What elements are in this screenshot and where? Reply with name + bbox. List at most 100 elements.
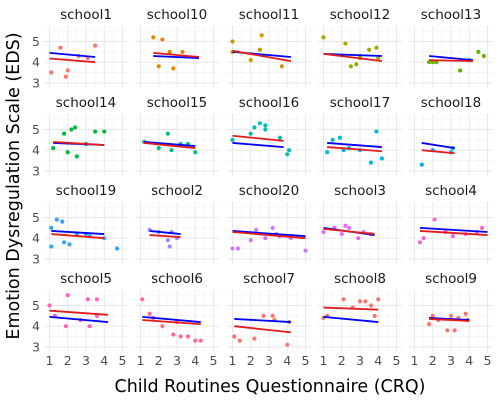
x-tick-label: 3 — [173, 353, 181, 368]
y-tick-label: 5 — [32, 122, 40, 137]
data-point — [160, 324, 165, 329]
x-tick-label: 3 — [265, 353, 273, 368]
y-axis-title: Emotion Dysregulation Scale (EDS) — [4, 32, 24, 339]
blue-trend-line — [327, 142, 382, 148]
data-point — [171, 66, 176, 71]
data-point — [481, 53, 486, 59]
data-point — [65, 68, 70, 73]
x-tick-label: 3 — [82, 353, 90, 368]
data-point — [426, 60, 432, 65]
facet-panel: school15 — [135, 95, 219, 175]
y-tick-label: 5 — [32, 210, 40, 225]
x-tick-label: 1 — [411, 353, 419, 368]
data-point — [156, 64, 161, 69]
data-point — [169, 148, 174, 153]
x-tick-label: 2 — [155, 353, 163, 368]
data-point — [417, 240, 423, 245]
data-point — [356, 236, 361, 241]
blue-trend-line — [144, 141, 196, 147]
data-point — [60, 219, 65, 224]
data-point — [286, 148, 292, 153]
data-point — [65, 293, 70, 298]
y-tick-label: 3 — [32, 251, 40, 266]
facet-title: school20 — [239, 183, 299, 199]
facet-title: school6 — [151, 271, 203, 287]
facet-title: school15 — [147, 95, 207, 111]
x-tick-label: 2 — [429, 353, 437, 368]
facet-panel: school1 3 4 5 — [32, 7, 128, 90]
blue-trend-line — [232, 142, 284, 148]
blue-trend-line — [421, 142, 455, 150]
red-trend-line — [153, 51, 199, 58]
data-point — [263, 123, 268, 128]
y-tick-label: 3 — [32, 163, 40, 178]
data-point — [248, 238, 253, 243]
data-point — [374, 45, 379, 50]
data-point — [376, 297, 381, 302]
data-point — [363, 299, 368, 304]
red-trend-line — [232, 49, 292, 63]
data-point — [354, 62, 359, 67]
data-point — [330, 137, 335, 142]
data-point — [230, 137, 235, 142]
data-point — [261, 313, 266, 318]
data-point — [252, 125, 257, 130]
facet-title: school19 — [56, 183, 116, 199]
data-point — [85, 297, 90, 302]
facet-panel: school10 — [135, 7, 219, 87]
facet-title: school2 — [151, 183, 203, 199]
facet-title: school10 — [147, 7, 207, 23]
y-tick-label: 4 — [32, 231, 40, 246]
data-point — [325, 150, 330, 155]
data-point — [185, 334, 191, 339]
data-point — [445, 328, 450, 333]
x-tick-label: 4 — [100, 353, 108, 368]
data-point — [270, 225, 275, 230]
facet-title: school18 — [421, 95, 481, 111]
data-point — [277, 135, 283, 140]
data-point — [74, 154, 79, 159]
blue-trend-line — [323, 315, 379, 323]
facet-title: school4 — [425, 183, 477, 199]
red-trend-line — [142, 319, 201, 326]
facet-title: school11 — [239, 7, 299, 23]
y-tick-label: 4 — [32, 55, 40, 70]
data-point — [102, 129, 107, 134]
data-point — [259, 33, 264, 38]
red-trend-line — [232, 134, 284, 142]
data-point — [156, 146, 161, 151]
data-point — [47, 303, 52, 308]
data-point — [63, 74, 69, 79]
data-point — [87, 324, 92, 329]
data-point — [167, 244, 172, 249]
x-tick-label: 3 — [356, 353, 364, 368]
facet-panel: school16 — [227, 95, 311, 175]
data-point — [270, 313, 275, 318]
data-point — [303, 248, 308, 253]
data-point — [421, 236, 426, 241]
red-trend-line — [51, 233, 105, 240]
data-point — [63, 324, 69, 329]
data-point — [67, 242, 72, 247]
data-point — [235, 246, 241, 251]
facet-panel: school20 — [227, 183, 311, 263]
data-point — [346, 225, 352, 230]
facet-panel: school9 1 2 3 4 5 — [409, 271, 493, 368]
facet-panel: school19 3 4 5 — [32, 183, 128, 266]
data-point — [237, 338, 242, 343]
x-tick-label: 5 — [484, 353, 492, 368]
data-point — [285, 342, 290, 347]
data-point — [51, 146, 56, 151]
blue-trend-line — [51, 230, 105, 235]
blue-trend-line — [49, 315, 108, 323]
x-tick-label: 5 — [119, 353, 127, 368]
data-point — [257, 121, 262, 126]
data-point — [343, 223, 348, 228]
red-trend-line — [429, 59, 473, 63]
x-tick-label: 1 — [46, 353, 54, 368]
data-point — [230, 246, 235, 251]
x-axis-title: Child Routines Questionnaire (CRQ) — [114, 377, 425, 397]
data-point — [160, 37, 165, 42]
data-point — [376, 55, 381, 61]
